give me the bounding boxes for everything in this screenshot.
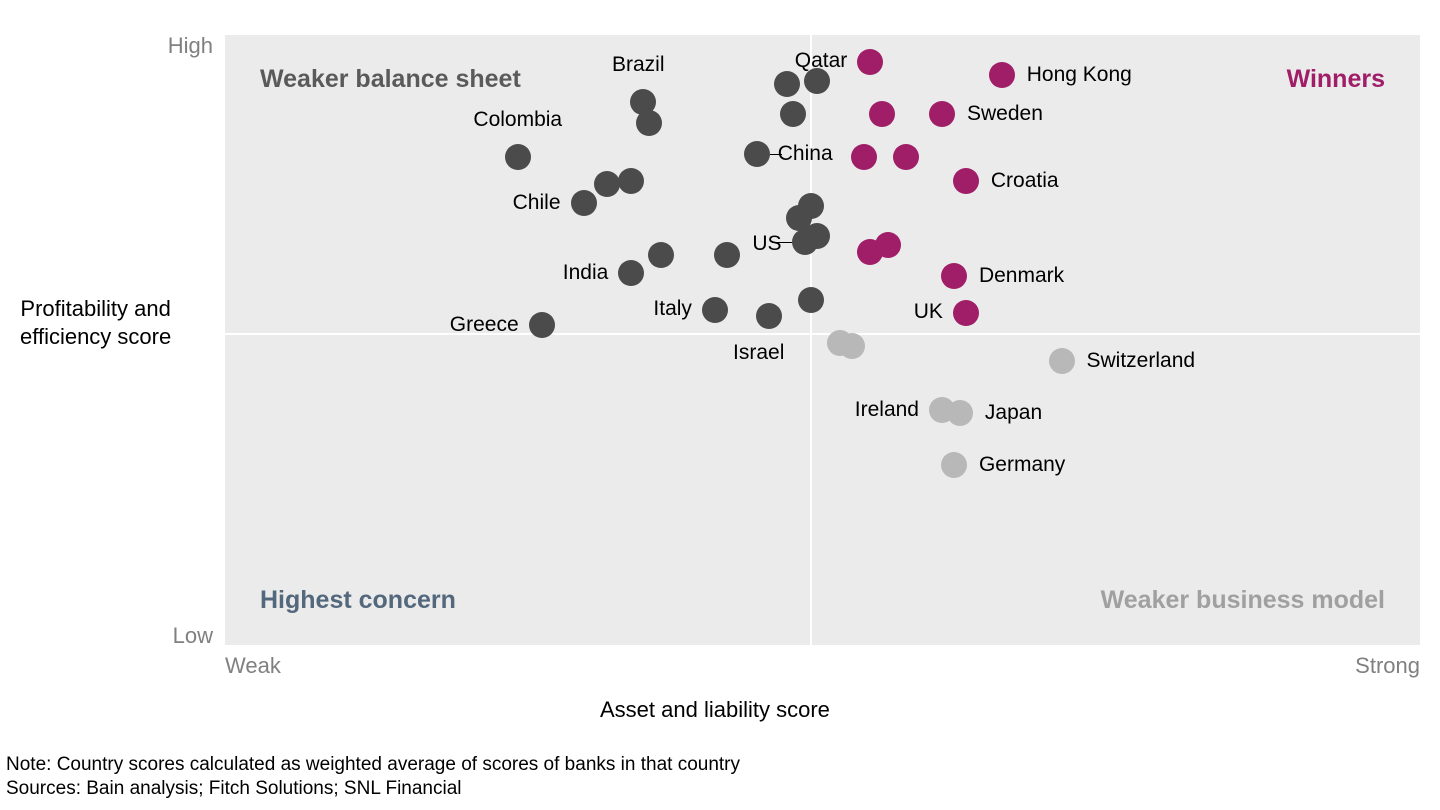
scatter-point-10 [618, 168, 644, 194]
scatter-point-china [744, 141, 770, 167]
point-label-us: US [752, 232, 781, 256]
scatter-point-japan [947, 400, 973, 426]
scatter-point-0 [774, 71, 800, 97]
scatter-point-11 [594, 171, 620, 197]
scatter-point-28 [798, 287, 824, 313]
point-label-brazil: Brazil [612, 53, 665, 77]
scatter-point-8 [636, 110, 662, 136]
grid-horizontal [225, 333, 1420, 335]
point-label-india: India [563, 261, 609, 285]
point-label-ireland: Ireland [855, 398, 919, 422]
x-axis-title: Asset and liability score [600, 697, 830, 723]
x-tick-strong: Strong [1355, 653, 1420, 679]
scatter-point-19 [893, 144, 919, 170]
scatter-point-23 [714, 242, 740, 268]
scatter-point-18 [851, 144, 877, 170]
scatter-point-uk [953, 300, 979, 326]
scatter-point-5 [869, 101, 895, 127]
scatter-point-17 [804, 223, 830, 249]
scatter-point-denmark [941, 263, 967, 289]
footnote-sources: Sources: Bain analysis; Fitch Solutions;… [6, 778, 462, 800]
point-label-chile: Chile [513, 191, 561, 215]
leader-line [770, 154, 782, 155]
scatter-point-hong-kong [989, 62, 1015, 88]
quadrant-label-weaker_balance: Weaker balance sheet [260, 65, 521, 94]
scatter-point-colombia [505, 144, 531, 170]
y-tick-low: Low [173, 623, 213, 649]
point-label-croatia: Croatia [991, 169, 1059, 193]
scatter-point-switzerland [1049, 348, 1075, 374]
scatter-point-33 [839, 333, 865, 359]
scatter-point-21 [648, 242, 674, 268]
point-label-qatar: Qatar [795, 49, 848, 73]
scatter-point-italy [702, 297, 728, 323]
y-tick-high: High [168, 33, 213, 59]
grid-vertical [810, 35, 812, 645]
scatter-point-israel [756, 303, 782, 329]
scatter-plot-area: Weaker balance sheet Winners Highest conce… [225, 35, 1420, 645]
point-label-denmark: Denmark [979, 264, 1064, 288]
scatter-point-india [618, 260, 644, 286]
scatter-point-25 [875, 232, 901, 258]
point-label-israel: Israel [733, 341, 784, 365]
leader-line [772, 242, 792, 243]
x-tick-weak: Weak [225, 653, 281, 679]
point-label-italy: Italy [653, 297, 692, 321]
quadrant-label-winners: Winners [1287, 65, 1385, 94]
scatter-point-sweden [929, 101, 955, 127]
point-label-japan: Japan [985, 401, 1042, 425]
quadrant-label-highest_concern: Highest concern [260, 586, 456, 615]
scatter-point-chile [571, 190, 597, 216]
point-label-greece: Greece [450, 313, 519, 337]
point-label-uk: UK [914, 300, 943, 324]
point-label-colombia: Colombia [473, 108, 562, 132]
scatter-point-germany [941, 452, 967, 478]
point-label-china: China [778, 142, 833, 166]
point-label-switzerland: Switzerland [1087, 349, 1196, 373]
point-label-germany: Germany [979, 453, 1065, 477]
footnote-note: Note: Country scores calculated as weigh… [6, 754, 740, 776]
scatter-point-greece [529, 312, 555, 338]
y-axis-title: Profitability and efficiency score [20, 295, 171, 350]
quadrant-label-weaker_business: Weaker business model [1101, 586, 1385, 615]
scatter-point-croatia [953, 168, 979, 194]
point-label-hong-kong: Hong Kong [1027, 63, 1132, 87]
point-label-sweden: Sweden [967, 102, 1043, 126]
scatter-point-qatar [857, 49, 883, 75]
scatter-point-2 [780, 101, 806, 127]
